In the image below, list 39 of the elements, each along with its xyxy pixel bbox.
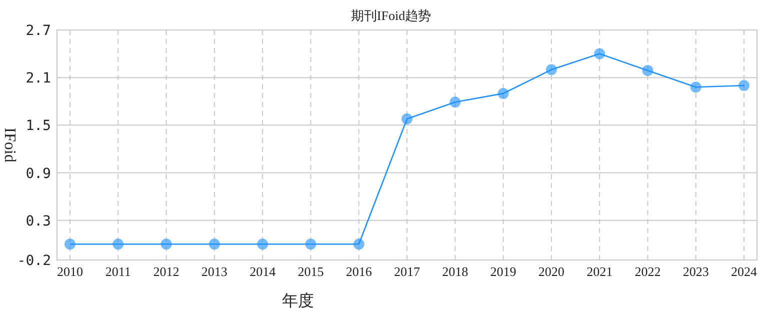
- y-tick-label: -0.2: [17, 253, 51, 269]
- point: [450, 96, 461, 108]
- x-axis-title: 年度: [282, 292, 314, 310]
- x-tick-label: 2010: [57, 264, 83, 279]
- point: [160, 238, 172, 250]
- x-tick-label: 2024: [731, 264, 758, 279]
- point: [208, 238, 220, 250]
- x-tick-label: 2018: [442, 264, 468, 279]
- point: [498, 88, 509, 99]
- x-tick-label: 2021: [586, 264, 613, 279]
- x-tick-label: 2019: [490, 264, 516, 279]
- point: [738, 80, 750, 92]
- x-tick-label: 2017: [394, 264, 420, 279]
- x-tick-label: 2023: [682, 264, 709, 279]
- x-tick-label: 2014: [250, 264, 276, 279]
- y-tick-label: 0.3: [26, 213, 51, 230]
- point: [257, 238, 268, 250]
- x-tick-label: 2022: [634, 264, 661, 279]
- y-tick-label: 2.1: [26, 70, 51, 87]
- y-axis-title: IFoid: [1, 128, 18, 162]
- point: [402, 113, 412, 124]
- x-tick-label: 2013: [201, 264, 228, 279]
- point: [642, 64, 654, 76]
- point: [353, 238, 364, 250]
- point: [64, 238, 76, 250]
- point: [112, 238, 124, 250]
- point: [305, 238, 316, 250]
- y-tick-label: 2.7: [26, 23, 51, 39]
- x-tick-label: 2011: [105, 264, 131, 279]
- x-tick-label: 2015: [298, 264, 324, 279]
- point: [594, 48, 606, 60]
- point: [546, 64, 557, 76]
- point: [690, 82, 702, 93]
- y-tick-label: 0.9: [26, 166, 51, 182]
- x-tick-label: 2012: [153, 264, 180, 279]
- chart-title: 期刊IFoid趋势: [350, 8, 432, 23]
- x-tick-label: 2016: [346, 264, 372, 279]
- x-tick-label: 2020: [538, 264, 564, 279]
- y-tick-label: 1.5: [26, 118, 51, 134]
